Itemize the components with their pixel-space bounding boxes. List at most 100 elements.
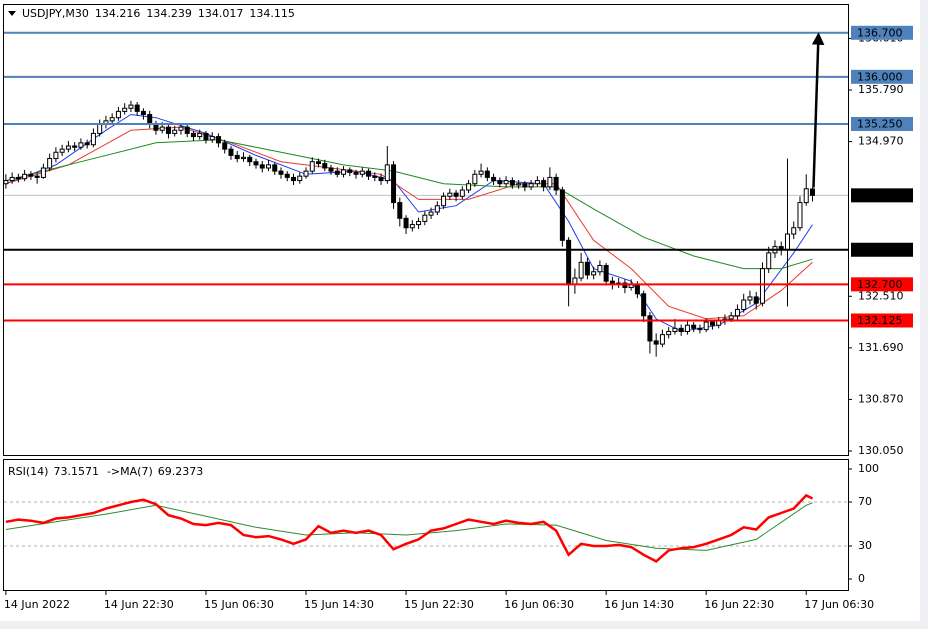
candle-body	[272, 164, 278, 172]
candle-body	[378, 176, 384, 182]
price-level-label: 132.700	[857, 278, 903, 291]
x-tick-label: 15 Jun 06:30	[204, 598, 274, 611]
candle-body	[541, 180, 547, 188]
candle-body	[47, 158, 53, 169]
chart-header: USDJPY,M30 134.216 134.239 134.017 134.115	[22, 7, 295, 20]
price-level-label: 135.250	[857, 117, 903, 130]
candle-body	[316, 161, 322, 165]
candle-body	[53, 151, 59, 160]
y-tick-label: 135.790	[858, 83, 904, 96]
candle-body	[397, 202, 403, 219]
indicator-line	[5, 493, 814, 563]
price-level-box	[851, 69, 913, 84]
candle-body	[447, 192, 453, 197]
legend-value: 73.1571	[53, 465, 99, 478]
candle-body	[190, 132, 196, 138]
y-tick-label: 132.510	[858, 289, 904, 302]
candle-body	[797, 202, 803, 229]
y-tick-label: 100	[858, 462, 879, 475]
candle-body	[284, 173, 290, 178]
candle-body	[478, 170, 484, 175]
candle-body	[534, 180, 540, 185]
candle-body	[747, 296, 753, 301]
candle-body	[459, 189, 465, 197]
candle-body	[40, 167, 46, 178]
ohlc-value: 134.017	[198, 7, 244, 20]
candle-body	[366, 170, 372, 177]
candle-body	[134, 104, 140, 112]
candle-body	[328, 167, 334, 172]
candle-body	[341, 169, 347, 175]
candle-body	[253, 161, 259, 166]
candle-body	[197, 132, 203, 138]
candle-body	[178, 126, 184, 131]
price-level-label: 132.125	[857, 314, 903, 327]
window-edge	[920, 0, 928, 629]
candle-body	[497, 180, 503, 185]
candle-body	[259, 164, 265, 169]
candle-body	[684, 324, 690, 332]
legend-value: 69.2373	[158, 465, 204, 478]
candle-body	[547, 176, 553, 188]
candle-body	[659, 334, 665, 345]
legend-name: ->MA(7)	[107, 465, 153, 478]
y-tick-label: 0	[858, 572, 865, 585]
candle-body	[372, 175, 378, 178]
candle-body	[697, 327, 703, 331]
candle-body	[347, 169, 353, 173]
candle-body	[322, 163, 328, 169]
window-edge	[0, 621, 928, 629]
trend-arrow	[811, 32, 825, 188]
candle-body	[522, 183, 528, 188]
candle-body	[691, 324, 697, 329]
ohlc-value: 134.115	[249, 7, 295, 20]
y-tick-label: 130.050	[858, 444, 904, 457]
candle-body	[34, 175, 40, 178]
candle-body	[65, 145, 71, 150]
indicator-line	[5, 502, 813, 551]
candle-body	[291, 176, 297, 182]
candle-body	[128, 104, 134, 109]
candle-body	[240, 156, 246, 160]
candle-body	[234, 154, 240, 160]
candle-body	[403, 217, 409, 229]
legend-name: RSI(14)	[8, 465, 48, 478]
price-level-box	[851, 242, 913, 257]
price-level-label: 136.000	[857, 70, 903, 83]
candle-body	[441, 195, 447, 207]
candle-body	[591, 271, 597, 276]
rsi-panel-frame	[3, 459, 849, 591]
price-level-label: 136.700	[857, 26, 903, 39]
candle-body	[15, 176, 21, 180]
candle-body	[803, 188, 809, 204]
price-level-box	[851, 313, 913, 328]
y-tick-label: 30	[858, 539, 872, 552]
candle-body	[709, 321, 715, 326]
candle-body	[222, 142, 228, 150]
candle-body	[90, 132, 96, 146]
candle-body	[265, 164, 271, 169]
candle-body	[484, 170, 490, 178]
candle-body	[122, 107, 128, 112]
candle-body	[359, 170, 365, 175]
candle-body	[309, 161, 315, 172]
main-panel-frame	[3, 4, 849, 456]
candle-body	[766, 252, 772, 270]
price-level-box	[851, 116, 913, 131]
candle-body	[784, 233, 790, 251]
candle-body	[728, 315, 734, 320]
menu-triangle	[8, 11, 16, 16]
candle-body	[584, 261, 590, 276]
candle-body	[3, 180, 9, 185]
price-level-box	[851, 25, 913, 40]
candle-body	[278, 170, 284, 175]
candle-body	[416, 220, 422, 226]
candle-body	[653, 340, 659, 345]
x-tick-label: 16 Jun 06:30	[504, 598, 574, 611]
candle-body	[672, 327, 678, 332]
x-tick-label: 14 Jun 22:30	[104, 598, 174, 611]
candle-body	[641, 293, 647, 317]
candle-body	[209, 136, 215, 141]
x-tick-label: 15 Jun 14:30	[304, 598, 374, 611]
